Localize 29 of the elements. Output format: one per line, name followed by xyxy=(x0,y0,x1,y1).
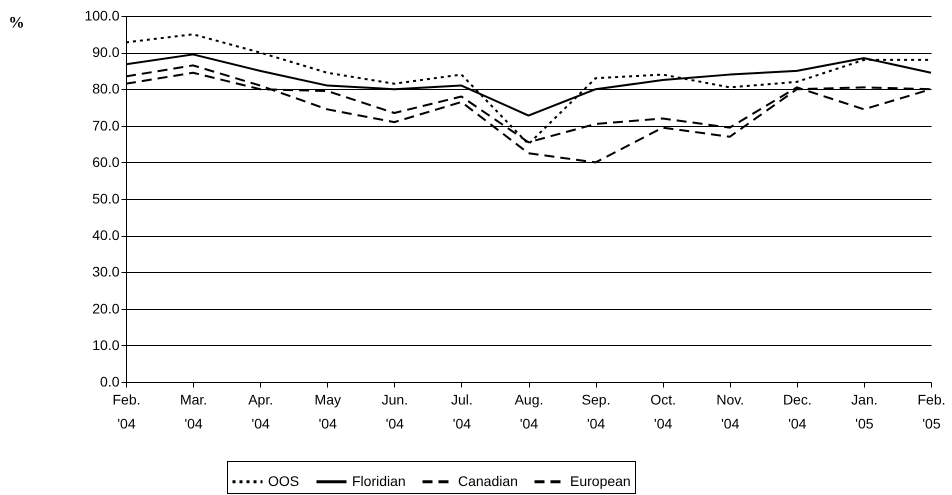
x-tick-label: Dec. '04 xyxy=(782,392,812,432)
x-tick-label: Aug. '04 xyxy=(514,392,544,432)
legend-label: European xyxy=(570,472,631,489)
y-tick-label: 70.0 xyxy=(92,117,120,134)
y-tick-label: 50.0 xyxy=(92,190,120,206)
x-tick-label: May '04 xyxy=(314,392,341,432)
y-axis-title: % xyxy=(8,14,24,32)
y-tick-label: 90.0 xyxy=(92,44,120,60)
y-tick-label: 0.0 xyxy=(100,374,120,390)
y-tick-label: 20.0 xyxy=(92,300,120,316)
x-tick-label: Nov. '04 xyxy=(716,392,744,432)
y-tick-label: 10.0 xyxy=(92,336,120,353)
x-tick-label: Mar. '04 xyxy=(180,392,208,432)
legend-label: OOS xyxy=(268,472,300,489)
x-tick-label: Jul. '04 xyxy=(451,392,473,432)
y-tick-label: 40.0 xyxy=(92,227,120,244)
legend-label: Floridian xyxy=(352,472,406,489)
y-tick-label: 60.0 xyxy=(92,154,120,170)
legend-label: Canadian xyxy=(458,472,518,489)
y-tick-label: 80.0 xyxy=(92,80,120,97)
x-tick-label: Feb. '04 xyxy=(112,392,141,432)
x-tick-label: Sep. '04 xyxy=(582,392,610,432)
x-tick-label: Apr. '04 xyxy=(248,392,274,432)
x-tick-label: Jan. '05 xyxy=(851,392,878,432)
x-tick-label: Oct. '04 xyxy=(650,392,676,432)
y-tick-label: 30.0 xyxy=(92,264,120,280)
x-tick-label: Jun. '04 xyxy=(382,392,408,432)
x-tick-label: Feb. '05 xyxy=(917,392,946,432)
y-tick-label: 100.0 xyxy=(84,8,120,24)
